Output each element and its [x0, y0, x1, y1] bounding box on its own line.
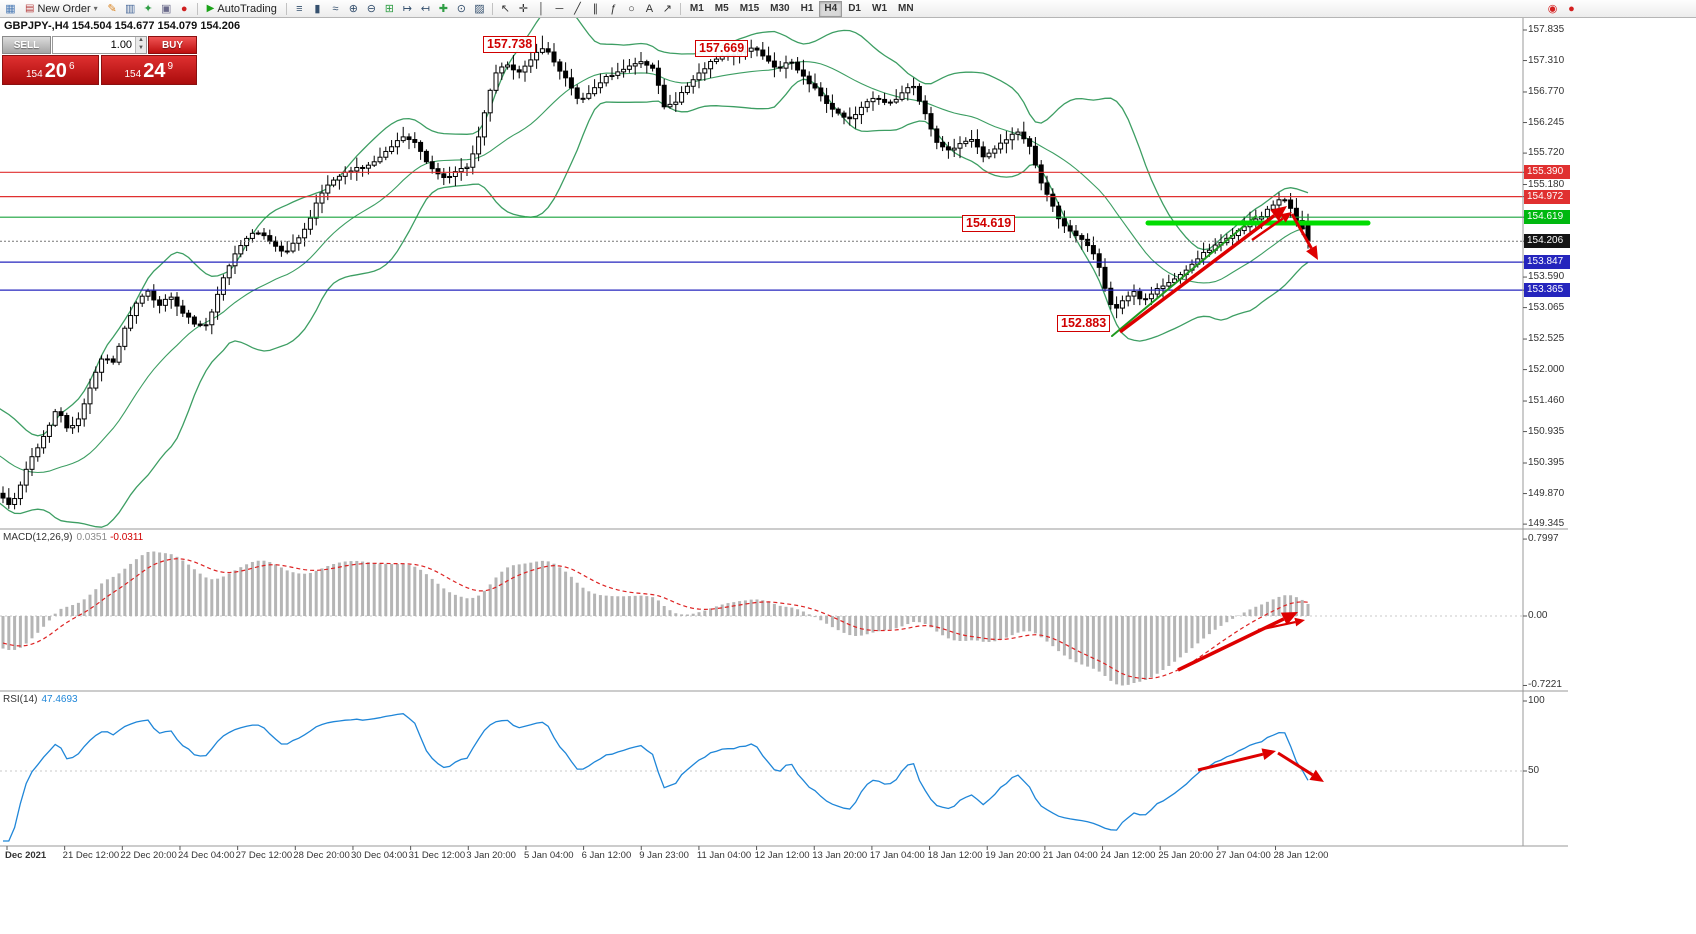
macd-histogram — [1, 551, 1310, 686]
toolbar-separator — [679, 2, 681, 15]
main-up-arrow[interactable] — [1118, 206, 1287, 334]
candles-layer — [0, 35, 1311, 510]
timeframe-h4-button[interactable]: H4 — [819, 0, 843, 17]
toolbar-group-files: ✎ ▥ ✦ ▣ ● — [104, 1, 193, 16]
macd-name: MACD(12,26,9) — [3, 532, 73, 543]
timeframe-m30-button[interactable]: M30 — [770, 2, 790, 14]
vertical-line-icon[interactable]: │ — [537, 2, 545, 15]
volume-up-icon[interactable]: ▲ — [138, 37, 144, 43]
macd-small-arrow[interactable] — [1257, 617, 1305, 632]
zoom-out-icon[interactable]: ⊖ — [366, 3, 376, 15]
auto-scroll-icon[interactable]: ↦ — [402, 3, 412, 15]
toolbar-group-drawing: ↖ ✛ │ ─ ╱ ∥ ƒ ○ A ↗ — [497, 1, 676, 16]
sell-price-sup: 6 — [68, 61, 75, 72]
new-order-button[interactable]: ▤ New Order ▾ — [20, 1, 103, 16]
macd-label: MACD(12,26,9) 0.0351 -0.0311 — [3, 532, 143, 543]
rsi-down-arrow[interactable] — [1277, 751, 1324, 782]
rsi-value: 47.4693 — [41, 694, 78, 705]
main-down-arrow[interactable] — [1290, 213, 1318, 260]
buy-button[interactable]: BUY — [148, 36, 197, 54]
alerts-icon[interactable]: ● — [180, 2, 188, 15]
timeframe-w1-button[interactable]: W1 — [872, 2, 887, 14]
volume-input[interactable] — [53, 37, 136, 53]
chart-ohlc-title: GBPJPY-,H4 154.504 154.677 154.079 154.2… — [4, 20, 241, 32]
timeframe-m15-button[interactable]: M15 — [739, 2, 760, 14]
rsi-label: RSI(14) 47.4693 — [3, 694, 78, 705]
toolbar-group-left: ▦ — [2, 1, 19, 16]
main-toolbar: ▦ ▤ New Order ▾ ✎ ▥ ✦ ▣ ● ▶ AutoTrading ≡ ▮ ≈ ⊕… — [0, 0, 1696, 18]
macd-signal-line — [2, 558, 1309, 680]
toolbar-separator — [491, 2, 493, 15]
channel-icon[interactable]: ∥ — [592, 3, 599, 15]
volume-down-icon[interactable]: ▼ — [138, 45, 144, 51]
toolbar-group-chart: ≡ ▮ ≈ ⊕ ⊖ ⊞ ↦ ↤ ✚ ⊙ ▨ — [291, 1, 488, 16]
sell-price-panel[interactable]: 154 20 6 — [2, 55, 99, 85]
new-order-label: New Order — [37, 2, 91, 15]
timeframe-mn-button[interactable]: MN — [898, 2, 914, 14]
rsi-name: RSI(14) — [3, 694, 38, 705]
buy-price-prefix: 154 — [124, 69, 142, 80]
shapes-icon[interactable]: ○ — [628, 2, 635, 15]
one-click-trading-widget: SELL ▲▼ BUY 154 20 6 154 24 9 — [2, 36, 197, 85]
autotrading-label: AutoTrading — [217, 2, 277, 15]
trend-support-line[interactable] — [1111, 215, 1257, 337]
macd-main-value: 0.0351 — [76, 532, 108, 543]
macd-signal-value: -0.0311 — [110, 532, 144, 543]
crosshair-icon[interactable]: ✛ — [518, 3, 528, 15]
timeframe-m5-button[interactable]: M5 — [714, 2, 729, 14]
tile-windows-icon[interactable]: ⊞ — [384, 3, 394, 15]
cursor-icon[interactable]: ↖ — [500, 3, 510, 15]
toolbar-group-right: ◉ ● — [1544, 1, 1580, 16]
status-red-icon-2[interactable]: ● — [1568, 2, 1575, 15]
arrows-icon[interactable]: ↗ — [662, 3, 672, 15]
new-chart-icon[interactable]: ▦ — [5, 3, 16, 15]
new-order-icon: ▤ — [25, 3, 35, 14]
indicators-icon[interactable]: ✚ — [438, 3, 448, 15]
volume-stepper[interactable]: ▲ ▼ — [135, 37, 146, 53]
buy-price-panel[interactable]: 154 24 9 — [100, 55, 197, 85]
fibonacci-icon[interactable]: ƒ — [610, 2, 617, 15]
zoom-in-icon[interactable]: ⊕ — [348, 3, 358, 15]
autotrading-button[interactable]: ▶ AutoTrading — [202, 1, 282, 16]
timeframe-d1-button[interactable]: D1 — [848, 2, 861, 14]
line-chart-icon[interactable]: ≈ — [332, 2, 339, 15]
toolbar-separator — [196, 2, 198, 15]
chevron-down-icon: ▾ — [93, 4, 98, 13]
market-watch-icon[interactable]: ▥ — [124, 3, 136, 15]
horizontal-line-icon[interactable]: ─ — [555, 2, 564, 15]
periods-icon[interactable]: ⊙ — [456, 3, 466, 15]
timeframe-h1-button[interactable]: H1 — [800, 2, 814, 14]
rsi-line — [3, 713, 1309, 842]
text-icon[interactable]: A — [645, 2, 654, 15]
sell-price-prefix: 154 — [26, 69, 43, 80]
status-red-icon-1[interactable]: ◉ — [1547, 3, 1558, 15]
candles-chart-icon[interactable]: ▮ — [314, 3, 321, 15]
main-peak-arrow[interactable] — [1251, 212, 1292, 242]
bars-chart-icon[interactable]: ≡ — [296, 2, 303, 15]
play-icon: ▶ — [206, 3, 215, 14]
chart-shift-icon[interactable]: ↤ — [420, 3, 430, 15]
templates-icon[interactable]: ▨ — [474, 3, 485, 15]
strategy-tester-icon[interactable]: ✦ — [143, 3, 153, 15]
toolbar-group-timeframes: M1 M5 M15 M30 H1 H4 D1 W1 MN — [685, 0, 919, 17]
rsi-up-arrow[interactable] — [1197, 748, 1276, 772]
sell-price-big: 20 — [44, 60, 67, 82]
buy-price-sup: 9 — [167, 61, 173, 72]
buy-price-big: 24 — [143, 60, 166, 82]
sell-button[interactable]: SELL — [2, 36, 51, 54]
trendline-icon[interactable]: ╱ — [574, 3, 581, 15]
macd-up-arrow[interactable] — [1177, 612, 1298, 672]
toolbar-separator — [285, 2, 287, 15]
timeframe-m1-button[interactable]: M1 — [689, 2, 704, 14]
terminal-icon[interactable]: ▣ — [160, 3, 172, 15]
metaeditor-icon[interactable]: ✎ — [107, 3, 117, 15]
